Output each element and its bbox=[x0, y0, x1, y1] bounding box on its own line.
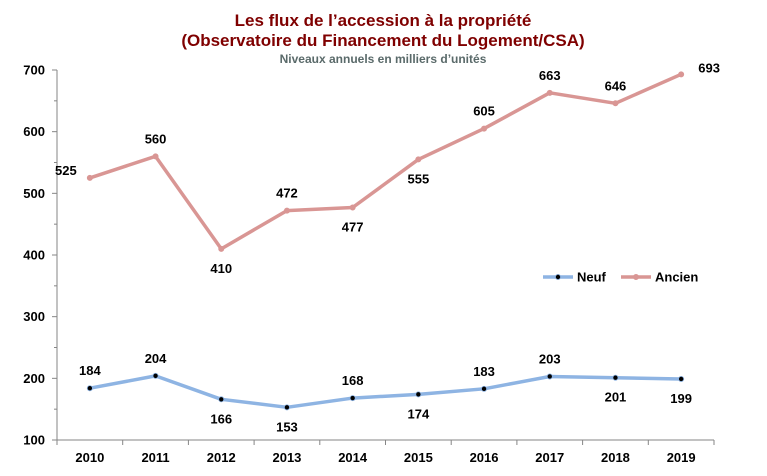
y-tick-label: 100 bbox=[23, 433, 45, 448]
data-point-neuf bbox=[152, 372, 159, 379]
chart-title: Les flux de l’accession à la propriété bbox=[235, 11, 532, 30]
data-point-neuf bbox=[86, 385, 93, 392]
data-label-ancien: 560 bbox=[145, 131, 167, 146]
data-label-neuf: 174 bbox=[407, 406, 429, 421]
data-label-ancien: 477 bbox=[342, 220, 364, 235]
x-tick-label: 2012 bbox=[207, 450, 236, 465]
data-label-neuf: 168 bbox=[342, 373, 364, 388]
x-tick-label: 2019 bbox=[667, 450, 696, 465]
data-point-neuf bbox=[678, 375, 685, 382]
data-point-neuf bbox=[218, 396, 225, 403]
data-label-ancien: 555 bbox=[407, 171, 429, 186]
x-tick-label: 2011 bbox=[141, 450, 169, 465]
y-tick-label: 400 bbox=[23, 248, 45, 263]
x-tick-label: 2017 bbox=[535, 450, 564, 465]
x-tick-label: 2013 bbox=[272, 450, 301, 465]
axes: 100 200 300 400 500 600 700 2010 2011 2012 2013 201… bbox=[23, 63, 715, 465]
data-point-neuf bbox=[481, 385, 488, 392]
y-tick-label: 700 bbox=[23, 63, 45, 78]
data-point-neuf bbox=[349, 395, 356, 402]
data-label-ancien: 472 bbox=[276, 186, 298, 201]
data-point-neuf bbox=[546, 373, 553, 380]
series-line-ancien bbox=[89, 72, 682, 251]
data-label-neuf: 203 bbox=[539, 351, 561, 366]
data-point-ancien bbox=[349, 204, 356, 211]
data-point-ancien bbox=[678, 71, 685, 78]
data-label-neuf: 199 bbox=[670, 391, 692, 406]
data-label-ancien: 693 bbox=[698, 60, 720, 75]
chart-note: Niveaux annuels en milliers d’unités bbox=[280, 52, 487, 66]
y-tick-label: 300 bbox=[23, 309, 45, 324]
y-tick-label: 500 bbox=[23, 186, 45, 201]
data-point-ancien bbox=[415, 156, 422, 163]
x-tick-label: 2014 bbox=[338, 450, 368, 465]
data-point-neuf bbox=[283, 404, 290, 411]
series-layer bbox=[86, 71, 685, 411]
data-point-ancien bbox=[283, 207, 290, 214]
data-point-ancien bbox=[546, 89, 553, 96]
data-point-neuf bbox=[612, 374, 619, 381]
legend-label-ancien: Ancien bbox=[655, 270, 698, 285]
data-label-neuf: 204 bbox=[145, 351, 167, 366]
data-label-neuf: 166 bbox=[210, 411, 232, 426]
y-tick-label: 200 bbox=[23, 371, 45, 386]
data-point-ancien bbox=[218, 245, 225, 252]
data-label-ancien: 646 bbox=[605, 78, 627, 93]
data-point-ancien bbox=[152, 153, 159, 160]
data-label-neuf: 153 bbox=[276, 419, 298, 434]
data-labels: 184 204 166 153 168 174 183 203 201 199 525 560 410 4… bbox=[55, 60, 720, 434]
data-point-neuf bbox=[415, 391, 422, 398]
x-tick-label: 2010 bbox=[75, 450, 104, 465]
legend-marker-ancien bbox=[633, 273, 640, 280]
data-label-ancien: 410 bbox=[210, 261, 232, 276]
chart-subtitle: (Observatoire du Financement du Logement… bbox=[181, 31, 584, 50]
legend-label-neuf: Neuf bbox=[577, 270, 607, 285]
data-point-ancien bbox=[481, 125, 488, 132]
data-point-ancien bbox=[86, 174, 93, 181]
data-label-ancien: 525 bbox=[55, 163, 77, 178]
data-label-neuf: 201 bbox=[605, 390, 627, 405]
series-line-neuf bbox=[89, 374, 682, 410]
legend: Neuf Ancien bbox=[543, 270, 698, 285]
data-label-ancien: 605 bbox=[473, 104, 495, 119]
y-tick-label: 600 bbox=[23, 124, 45, 139]
data-point-ancien bbox=[612, 100, 619, 107]
x-tick-label: 2015 bbox=[404, 450, 433, 465]
x-tick-label: 2016 bbox=[470, 450, 499, 465]
data-label-neuf: 183 bbox=[473, 364, 495, 379]
legend-marker-neuf bbox=[555, 273, 562, 280]
data-label-neuf: 184 bbox=[79, 363, 101, 378]
data-label-ancien: 663 bbox=[539, 68, 561, 83]
x-tick-label: 2018 bbox=[601, 450, 630, 465]
